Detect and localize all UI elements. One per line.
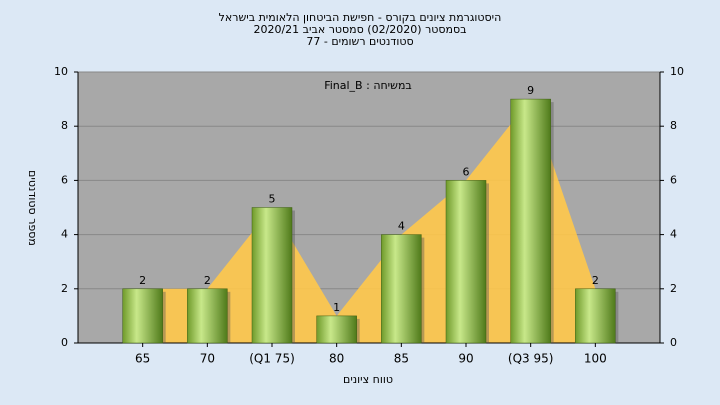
annotation: Final_B : במשיחה (324, 79, 412, 92)
x-tick-label: 90 (458, 352, 473, 366)
bar (251, 207, 293, 344)
x-tick-label: (Q3 95) (508, 352, 554, 366)
value-label: 2 (204, 274, 211, 287)
value-label: 2 (592, 274, 599, 287)
y2-tick-label: 8 (670, 119, 677, 132)
bar (187, 288, 228, 344)
bar (381, 234, 422, 344)
x-tick-label: 85 (394, 352, 409, 366)
value-label: 9 (527, 84, 534, 97)
y2-tick-label: 6 (670, 173, 677, 186)
value-label: 5 (269, 193, 276, 206)
y-tick-label: 8 (61, 119, 68, 132)
bar (316, 315, 357, 344)
chart-subtitle: סטודנטים רשומים - 77 (306, 35, 413, 48)
chart-subtitle: בסמסטר (02/2020) סמסטר אביב 2020/21 (253, 23, 466, 36)
y2-tick-label: 0 (670, 336, 677, 349)
y2-tick-label: 2 (670, 282, 677, 295)
value-label: 1 (333, 301, 340, 314)
x-tick-label: 80 (329, 352, 344, 366)
x-tick-label: 65 (135, 352, 150, 366)
x-tick-label: 70 (200, 352, 215, 366)
y-axis-label: מספר סטודנטים (26, 170, 39, 246)
y-tick-label: 6 (61, 173, 68, 186)
chart-title: היסטוגרמת ציונים בקורס - חפישת הביטחון ה… (219, 11, 502, 24)
bar (122, 288, 163, 344)
y2-tick-label: 4 (670, 228, 677, 241)
y-tick-label: 2 (61, 282, 68, 295)
value-label: 4 (398, 220, 405, 233)
x-axis-label: טווח ציונים (343, 373, 393, 386)
y2-tick-label: 10 (670, 65, 684, 78)
value-label: 2 (139, 274, 146, 287)
bar (510, 98, 551, 344)
x-tick-label: (Q1 75) (249, 352, 295, 366)
y-tick-label: 0 (61, 336, 68, 349)
bar (445, 180, 487, 344)
value-label: 6 (463, 165, 470, 178)
y-tick-label: 4 (61, 228, 68, 241)
x-tick-label: 100 (584, 352, 607, 366)
y-tick-label: 10 (54, 65, 68, 78)
bar (575, 288, 616, 344)
